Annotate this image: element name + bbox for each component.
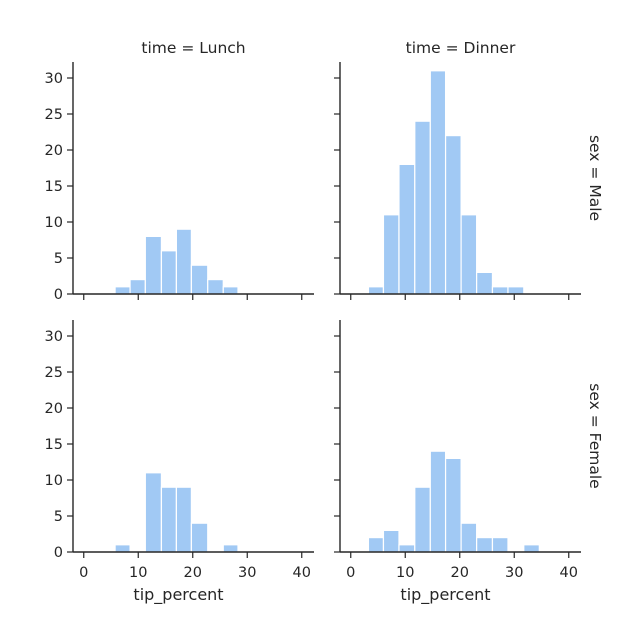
histogram-bar	[190, 522, 209, 553]
x-tick-label: 10	[129, 565, 147, 581]
histogram-bar	[367, 536, 385, 553]
histogram-bar	[207, 279, 224, 295]
histogram-bar	[222, 544, 239, 553]
y-tick-label: 5	[54, 509, 63, 525]
histogram-bar	[460, 522, 478, 553]
histogram-bar	[144, 235, 163, 295]
facet-panel: 0 10 20 30 40	[334, 320, 581, 581]
histogram-bar	[429, 70, 447, 295]
histogram-bar	[414, 120, 431, 295]
histogram-bar	[398, 163, 416, 295]
x-tick-label: 20	[184, 565, 202, 581]
histogram-bar	[476, 271, 494, 295]
column-title: time = Dinner	[406, 39, 516, 57]
x-tick-label: 40	[560, 565, 578, 581]
y-tick-label: 25	[45, 365, 63, 381]
y-tick-label: 15	[45, 437, 63, 453]
y-tick-label: 0	[54, 287, 63, 303]
histogram-bar	[429, 450, 447, 553]
histogram-bar	[175, 486, 192, 553]
histogram-bar	[190, 264, 209, 295]
histogram-bar	[476, 536, 494, 553]
histogram-bar	[523, 544, 540, 553]
x-tick-label: 20	[451, 565, 469, 581]
y-tick-label: 0	[54, 545, 63, 561]
facet-panel: 0 5 10 15 20 25 30 0 10 20 30 40	[45, 320, 314, 581]
histogram-bar	[491, 536, 509, 553]
x-tick-label: 30	[238, 565, 256, 581]
facet-labels: time = Lunch time = Dinner sex = Male sex =…	[133, 39, 604, 605]
histogram-bar	[175, 228, 192, 295]
histogram-bar	[114, 544, 131, 553]
histogram-bar	[382, 214, 400, 295]
y-tick-label: 10	[45, 473, 63, 489]
x-axis-label: tip_percent	[133, 585, 223, 605]
facet-panel	[334, 62, 581, 300]
facet-panel: 0 5 10 15 20 25 30	[45, 62, 314, 303]
histogram-bar	[222, 286, 239, 295]
histogram-bar	[460, 214, 478, 295]
y-tick-label: 20	[45, 401, 63, 417]
histogram-bar	[444, 457, 462, 553]
x-tick-label: 0	[79, 565, 88, 581]
histogram-bar	[129, 279, 146, 295]
row-title: sex = Female	[586, 383, 604, 488]
histogram-bar	[114, 286, 131, 295]
y-tick-label: 5	[54, 251, 63, 267]
y-tick-label: 25	[45, 107, 63, 123]
histogram-bar	[507, 286, 525, 295]
x-tick-label: 0	[346, 565, 355, 581]
y-tick-label: 20	[45, 143, 63, 159]
y-tick-label: 10	[45, 215, 63, 231]
histogram-bar	[414, 486, 431, 553]
histogram-bar	[398, 544, 416, 553]
histogram-bar	[367, 286, 385, 295]
y-tick-label: 30	[45, 329, 63, 345]
histogram-bar	[160, 486, 178, 553]
x-tick-label: 40	[293, 565, 311, 581]
y-tick-label: 15	[45, 179, 63, 195]
x-axis-label: tip_percent	[400, 585, 490, 605]
x-tick-label: 30	[505, 565, 523, 581]
facet-panels: 0 5 10 15 20 25 30 0 5 10 15 20 25 30 0 10 20 30 40 0 10 20 30…	[45, 62, 581, 581]
x-tick-label: 10	[396, 565, 414, 581]
histogram-bar	[444, 135, 462, 295]
y-tick-label: 30	[45, 71, 63, 87]
histogram-bar	[160, 250, 178, 295]
row-title: sex = Male	[586, 135, 604, 221]
histogram-bar	[144, 472, 163, 553]
histogram-bar	[491, 286, 509, 295]
column-title: time = Lunch	[141, 39, 245, 57]
histogram-bar	[382, 529, 400, 553]
